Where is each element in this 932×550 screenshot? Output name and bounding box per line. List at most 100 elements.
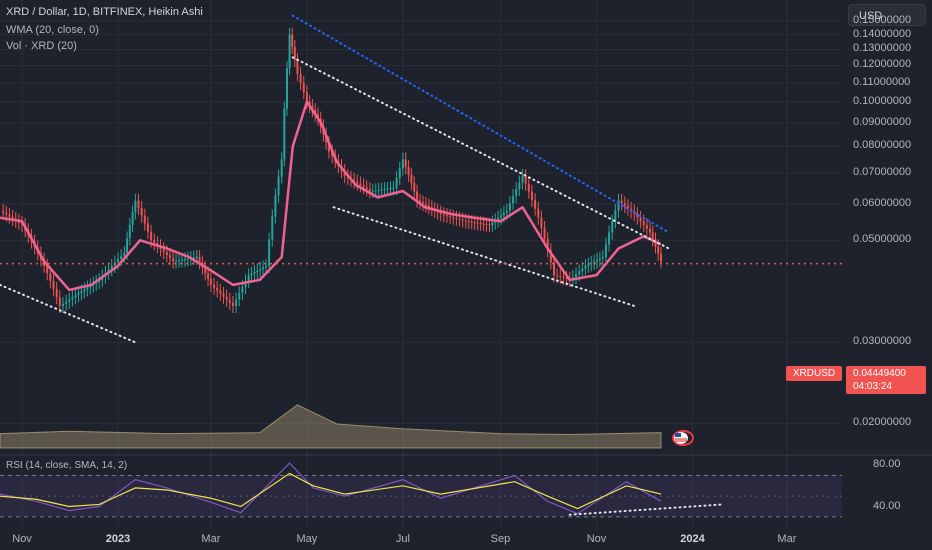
candle-body [427,205,430,208]
candle-body [491,222,494,225]
candle-body [126,238,129,253]
candle-body [353,179,356,182]
price-tick-label: 0.05000000 [853,233,912,246]
candle-body [250,273,253,276]
candle-body [458,218,461,220]
candle-body [604,244,607,257]
candle-body [209,278,212,285]
candle-body [386,188,389,190]
candle-body [293,46,296,60]
candle-body [642,221,645,225]
candle-body [302,82,305,93]
candle-body [165,252,168,256]
candle-body [8,214,11,217]
candle-body [500,215,503,218]
bar-countdown: 04:03:24 [853,381,892,392]
candle-body [305,92,308,102]
us-flag-icon[interactable] [672,430,694,446]
candle-body [110,265,113,270]
candle-body [288,34,291,69]
price-tick-label: 0.02000000 [853,416,912,429]
candle-body [476,222,479,224]
candle-body [247,275,250,281]
candle-body [623,203,626,206]
candle-body [524,175,527,184]
candle-body [55,288,58,298]
candle-body [449,215,452,217]
time-tick-label: Nov [586,533,607,545]
candle-body [368,189,371,192]
candle-body [413,183,416,192]
candle-body [61,303,64,306]
candle-body [593,261,596,263]
volume-pane [0,404,662,449]
candle-body [620,200,623,204]
candle-body [123,252,126,256]
candle-body [65,301,68,304]
candle-body [219,290,222,294]
candle-body [407,166,410,175]
candle-body [392,187,395,189]
candle-body [98,279,101,282]
candle-body [651,232,654,240]
candle-body [291,34,294,47]
candle-body [268,239,271,266]
candle-body [467,221,470,223]
candle-body [660,253,663,262]
symbol-price-label: XRDUSD [786,366,842,381]
candle-body [68,299,71,302]
candle-body [398,168,401,178]
candle-body [601,256,604,259]
candle-body [146,223,149,232]
trendline [291,56,670,250]
candle-body [204,267,207,274]
wma-legend[interactable]: WMA (20, close, 0) [6,24,99,36]
candle-body [383,189,386,191]
candle-body [617,200,620,211]
candle-body [416,191,419,201]
candle-body [225,296,228,300]
candle-body [485,224,488,226]
candle-body [598,258,601,260]
candle-body [2,210,5,213]
candle-body [470,221,473,223]
price-tick-label: 0.03000000 [853,335,912,348]
candle-body [521,175,524,183]
candle-body [508,203,511,211]
candle-body [117,259,120,263]
candle-body [198,256,201,263]
volume-legend[interactable]: Vol · XRD (20) [6,40,77,52]
candle-body [80,291,83,294]
candle-body [359,183,362,186]
trendline-layer [0,14,670,344]
time-tick-label: Jul [395,533,410,545]
chart-title: XRD / Dollar, 1D, BITFINEX, Heikin Ashi [6,6,203,18]
candle-body [380,189,383,191]
candle-body [89,285,92,288]
last-price-value: 0.04449400 [853,368,906,379]
rsi-legend[interactable]: RSI (14, close, SMA, 14, 2) [6,460,128,471]
price-tick-label: 0.13000000 [853,42,912,55]
candle-body [238,293,241,300]
candle-body [473,222,476,224]
candle-body [614,210,617,222]
candle-body [186,258,189,260]
candle-body [389,188,392,190]
candle-body [657,246,660,254]
candle-body [131,212,134,225]
candle-body [527,183,530,192]
candle-body [439,212,442,215]
currency-button[interactable]: USD [848,4,926,26]
time-tick-label: Mar [777,533,797,545]
candle-body [608,232,611,245]
candle-body [137,200,140,208]
candle-body [213,284,216,288]
candle-body [74,295,77,298]
candle-body [285,68,288,109]
candle-body [178,260,181,262]
candle-body [479,223,482,225]
candle-body [482,223,485,225]
candle-body [371,190,374,192]
candle-body [410,174,413,184]
